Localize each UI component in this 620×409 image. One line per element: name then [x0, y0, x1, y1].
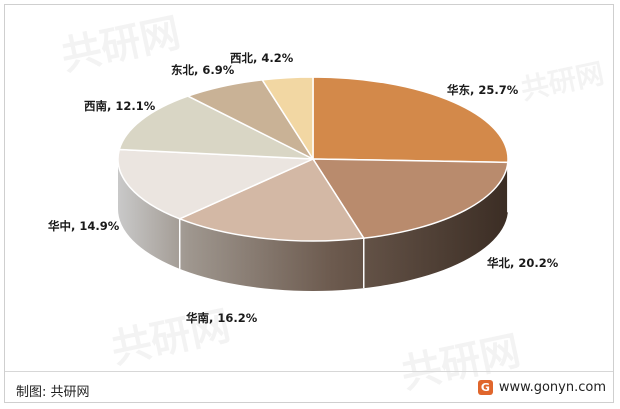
gonyn-logo-icon: G [477, 380, 493, 395]
pie-slice-1 [312, 76, 509, 164]
source-credit: 制图: 共研网 [16, 385, 90, 400]
slice-label-3: 华南, 16.2% [186, 311, 258, 325]
footer-divider [5, 371, 613, 372]
pie-slice-4 [117, 148, 314, 220]
pie-slice-3 [177, 158, 366, 242]
website-url[interactable]: www.gonyn.com [498, 380, 606, 395]
slice-label-5: 西南, 12.1% [84, 99, 156, 113]
pie-chart: 华东, 25.7% 华北, 20.2% 华南, 16.2% 华中, 14.9% 西南, … [48, 51, 559, 325]
slice-label-7: 西北, 4.2% [230, 51, 294, 65]
slice-label-4: 华中, 14.9% [48, 219, 120, 233]
pie-top [117, 76, 509, 242]
pie-labels: 华东, 25.7% 华北, 20.2% 华南, 16.2% 华中, 14.9% 西南, … [48, 51, 559, 325]
slice-label-6: 东北, 6.9% [171, 63, 235, 77]
slice-label-1: 华东, 25.7% [447, 83, 519, 97]
pie-slice-7 [260, 76, 314, 162]
website-credit[interactable]: G www.gonyn.com [477, 380, 606, 395]
pie-slice-5 [118, 95, 314, 160]
pie-slice-2 [311, 158, 509, 239]
pie-side [118, 159, 509, 291]
pie-side-wall [118, 159, 508, 291]
slice-label-2: 华北, 20.2% [487, 256, 559, 270]
